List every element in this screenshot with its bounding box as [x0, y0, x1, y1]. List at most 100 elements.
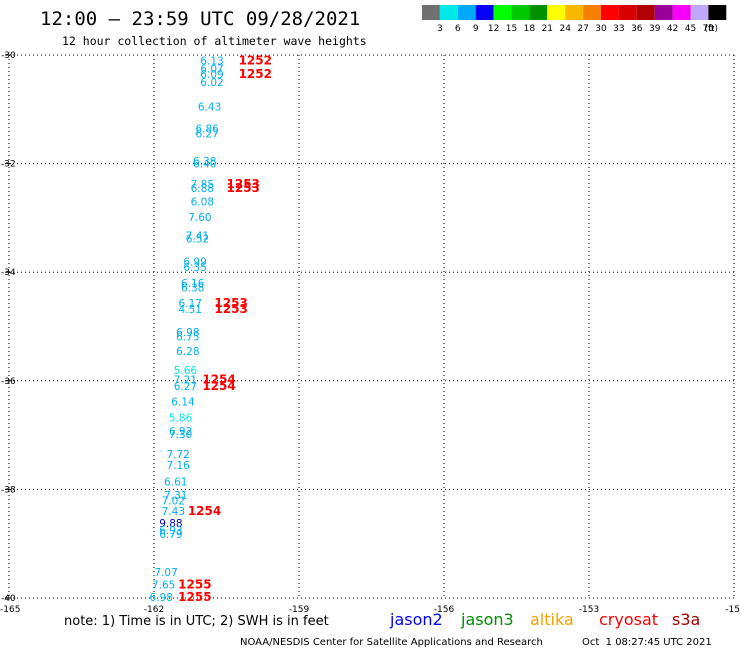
swh-value: 4.51 [179, 304, 202, 316]
lat-label: -38 [1, 485, 16, 495]
colorbar-swatch [708, 5, 727, 20]
pass-time-label: 1253 [227, 177, 260, 191]
satellite-legend-s3a: s3a [672, 610, 700, 629]
colorbar-tick-label: 18 [524, 24, 536, 34]
colorbar-swatch [618, 5, 637, 20]
colorbar-swatch [422, 5, 440, 20]
footer-credit: NOAA/NESDIS Center for Satellite Applica… [240, 637, 543, 648]
colorbar-tick-label: 27 [577, 24, 588, 34]
swh-value: 6.08 [191, 197, 214, 209]
pass-time-label: 1254 [202, 379, 235, 393]
satellite-legend-jason3: jason3 [460, 610, 514, 629]
colorbar-tick-label: 24 [559, 24, 571, 34]
pass-time-label: 1253 [214, 302, 247, 316]
pass-time-labels: 1252125212531253125312531254125412541255… [178, 53, 272, 603]
colorbar-tick-label: 42 [667, 24, 678, 34]
wave-height-values: 6.136.076.096.026.436.866.276.386.407.85… [150, 55, 224, 603]
swh-value: 6.88 [191, 183, 214, 195]
footer-timestamp: Oct 1 08:27:45 UTC 2021 [582, 637, 712, 648]
colorbar-swatch [690, 5, 709, 20]
satellite-legend: jason2 jason3 altika cryosat s3a [389, 610, 700, 629]
swh-value: 6.38 [181, 282, 204, 294]
colorbar-swatch [583, 5, 601, 20]
pass-time-label: 1254 [188, 504, 221, 518]
swh-value: 7.21 [174, 375, 197, 387]
swh-value: 6.38 [193, 156, 216, 168]
swh-value: 6.52 [186, 234, 209, 246]
swh-value: 6.40 [193, 159, 216, 171]
colorbar-tick-label: 33 [613, 24, 624, 34]
swh-value: 6.98 [176, 327, 199, 339]
swh-value: 6.17 [179, 298, 202, 310]
swh-value: 6.09 [200, 69, 223, 81]
swh-value: 6.07 [200, 64, 223, 76]
lon-label: -165 [0, 605, 20, 615]
lon-label: -156 [434, 605, 455, 615]
swh-value: 7.30 [169, 429, 192, 441]
colorbar-swatch [601, 5, 619, 20]
axis-labels: -30 -32 -34 -36 -38 -40-165 -162 -159 -156 -153 -1… [0, 51, 740, 615]
pass-time-label: 1253 [214, 296, 247, 310]
swh-value: 6.28 [176, 346, 199, 358]
swh-value: 6.79 [159, 529, 182, 541]
pass-time-label: 1252 [239, 67, 272, 81]
swh-value: 7.72 [166, 449, 189, 461]
lat-label: -32 [1, 160, 16, 170]
swh-value: 7.02 [162, 495, 185, 507]
colorbar-tick-label: 70 [703, 24, 715, 34]
swh-value: 6.99 [183, 256, 206, 268]
swh-value: 6.98 [150, 592, 173, 604]
colorbar-tick-label: 12 [488, 24, 499, 34]
swh-value: 6.27 [195, 129, 218, 141]
swh-value: 6.35 [183, 262, 206, 274]
lat-label: -36 [1, 377, 16, 387]
pass-time-label: 1253 [227, 181, 260, 195]
swh-value: 7.85 [191, 179, 214, 191]
colorbar-tick-label: (ft) [704, 24, 718, 34]
swh-value: 5.66 [174, 365, 198, 377]
swh-value: 7.43 [162, 506, 185, 518]
colorbar-swatch [672, 5, 691, 20]
colorbar-tick-label: 39 [649, 24, 661, 34]
swh-value: 6.43 [198, 102, 221, 114]
colorbar-swatch [475, 5, 494, 20]
swh-value: 9.88 [159, 518, 182, 530]
colorbar-tick-label: 45 [685, 24, 696, 34]
colorbar-swatch [565, 5, 584, 20]
swh-value: 7.41 [186, 230, 209, 242]
lon-label: -153 [579, 605, 599, 615]
colorbar-swatch [439, 5, 458, 20]
swh-value: 6.16 [181, 278, 205, 290]
swh-value: 7.31 [164, 490, 187, 502]
page-title: 12:00 – 23:59 UTC 09/28/2021 [40, 8, 360, 30]
lat-label: -30 [1, 51, 16, 61]
pass-time-label: 1255 [178, 577, 211, 591]
colorbar-swatch [636, 5, 655, 20]
colorbar-tick-label: 3 [437, 24, 443, 34]
satellite-legend-altika: altika [530, 610, 574, 629]
swh-value: 5.86 [169, 413, 193, 425]
units-note: note: 1) Time is in UTC; 2) SWH is in fe… [64, 614, 329, 629]
colorbar-tick-label: 15 [506, 24, 517, 34]
pass-time-label: 1252 [239, 53, 272, 67]
colorbar-swatch [547, 5, 566, 20]
swh-value: 6.14 [171, 396, 195, 408]
lon-label: -162 [144, 605, 164, 615]
swh-value: 7.07 [154, 567, 177, 579]
lon-label: -15 [725, 605, 740, 615]
color-scale-legend: 3 6 9 12 15 18 21 24 27 30 33 36 39 42 45 70(ft) [422, 5, 727, 34]
colorbar-swatch [457, 5, 476, 20]
colorbar-swatch [529, 5, 548, 20]
pass-time-label: 1254 [202, 373, 235, 387]
colorbar-tick-label: 21 [542, 24, 553, 34]
page-subtitle: 12 hour collection of altimeter wave hei… [62, 34, 367, 48]
colorbar-tick-label: 36 [631, 24, 643, 34]
swh-value: 6.93 [159, 525, 182, 537]
colorbar-tick-label: 9 [473, 24, 479, 34]
swh-value: 6.61 [164, 476, 187, 488]
colorbar-tick-label: 30 [595, 24, 607, 34]
swh-value: 7.65 [152, 579, 175, 591]
satellite-legend-jason2: jason2 [389, 610, 443, 629]
colorbar-swatch [493, 5, 512, 20]
